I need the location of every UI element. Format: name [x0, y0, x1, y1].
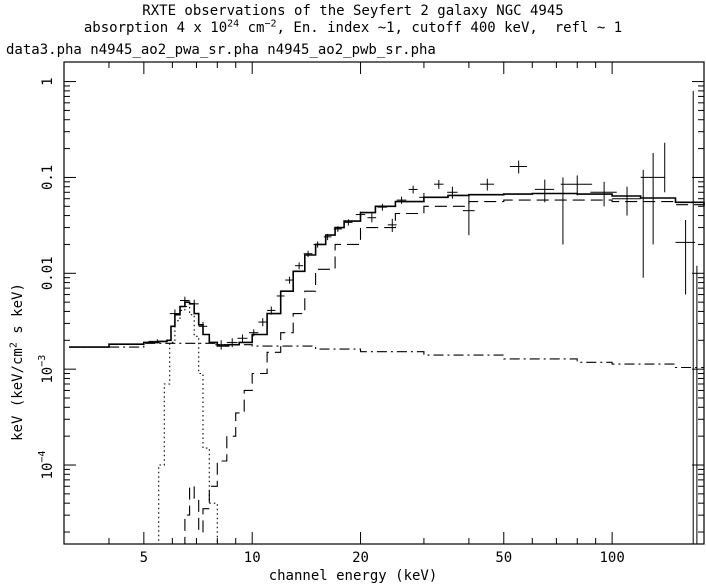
- x-tick-label-5: 5: [140, 550, 148, 566]
- data-point-15: [303, 250, 313, 257]
- data-point-27: [434, 180, 444, 189]
- y-axis-label-part-2: s keV): [10, 283, 26, 343]
- y-axis-label: keV (keV/cm2 s keV): [8, 283, 26, 441]
- data-point-13: [285, 276, 294, 284]
- data-point-9: [249, 329, 259, 337]
- data-point-24: [396, 196, 407, 204]
- data-point-20: [355, 211, 366, 218]
- data-point-5: [198, 322, 208, 332]
- series-line-solid-1: [69, 192, 705, 348]
- data-point-12: [276, 292, 285, 300]
- data-point-1: [148, 339, 166, 344]
- plot-frame: [63, 61, 705, 545]
- data-point-21: [367, 213, 377, 223]
- data-point-4: [189, 299, 199, 309]
- data-point-11: [267, 306, 276, 315]
- x-tick-label-10: 10: [244, 550, 261, 566]
- data-point-8: [237, 334, 248, 343]
- subtitle-exponent-1: 24: [227, 18, 240, 30]
- y-tick-label-base: 10: [40, 463, 56, 480]
- data-point-18: [333, 226, 342, 232]
- x-tick-label-20: 20: [352, 550, 369, 566]
- y-tick-label-base: 10: [40, 367, 56, 384]
- y-tick-label-0.01: 0.01: [40, 256, 56, 290]
- data-point-29: [462, 195, 475, 236]
- data-point-2: [169, 309, 180, 319]
- data-point-33: [560, 175, 593, 196]
- data-point-28: [447, 186, 458, 199]
- data-point-6: [215, 340, 227, 350]
- data-point-35: [612, 186, 641, 216]
- series-line-dotted-4: [153, 305, 218, 545]
- chart-title: RXTE observations of the Seyfert 2 galax…: [142, 3, 564, 19]
- x-tick-label-50: 50: [495, 550, 512, 566]
- data-point-7: [226, 338, 238, 348]
- y-tick-label-0.1: 0.1: [40, 165, 56, 190]
- data-point-37: [675, 219, 696, 295]
- y-tick-label-10−3: 10−3: [36, 355, 56, 384]
- y-axis-label-part-1: keV (keV/cm: [10, 348, 26, 441]
- subtitle-exponent-2: −2: [264, 18, 277, 30]
- data-files-label: data3.pha n4945_ao2_pwa_sr.pha n4945_ao2…: [6, 42, 436, 58]
- data-point-30: [480, 178, 495, 191]
- data-point-31: [509, 160, 527, 174]
- y-axis-label-exponent: 2: [8, 342, 20, 349]
- y-tick-label-10−4: 10−4: [37, 451, 57, 480]
- y-tick-label-exponent: −3: [36, 355, 47, 367]
- chart-subtitle: absorption 4 x 1024 cm−2, En. index ~1, …: [0, 18, 706, 36]
- data-point-25: [408, 185, 418, 194]
- data-point-17: [323, 233, 332, 241]
- data-point-22: [377, 203, 388, 211]
- data-point-3: [179, 296, 190, 305]
- data-point-19: [344, 219, 353, 226]
- data-point-36: [640, 152, 665, 245]
- data-point-32: [534, 179, 555, 203]
- axis-ticks: [63, 62, 704, 544]
- y-tick-label-exponent: −4: [37, 451, 48, 463]
- subtitle-part-2: cm: [239, 20, 265, 36]
- data-point-26: [419, 192, 429, 203]
- data-point-16: [313, 241, 322, 248]
- y-tick-label-1: 1: [40, 77, 56, 85]
- data-point-34: [590, 181, 617, 207]
- x-axis-label: channel energy (keV): [268, 568, 438, 584]
- series-line-dash-dot-2: [69, 342, 705, 370]
- x-tick-label-100: 100: [599, 550, 624, 566]
- data-point-10: [258, 318, 268, 327]
- data-point-23: [387, 218, 397, 232]
- subtitle-part-3: , En. index ~1, cutoff 400 keV, refl ~ 1: [276, 20, 623, 36]
- data-point-14: [295, 262, 304, 270]
- series-line-dashed-3: [180, 199, 705, 545]
- model-lines: [69, 192, 705, 545]
- data-points: [148, 90, 698, 544]
- subtitle-part-1: absorption 4 x 10: [83, 20, 228, 36]
